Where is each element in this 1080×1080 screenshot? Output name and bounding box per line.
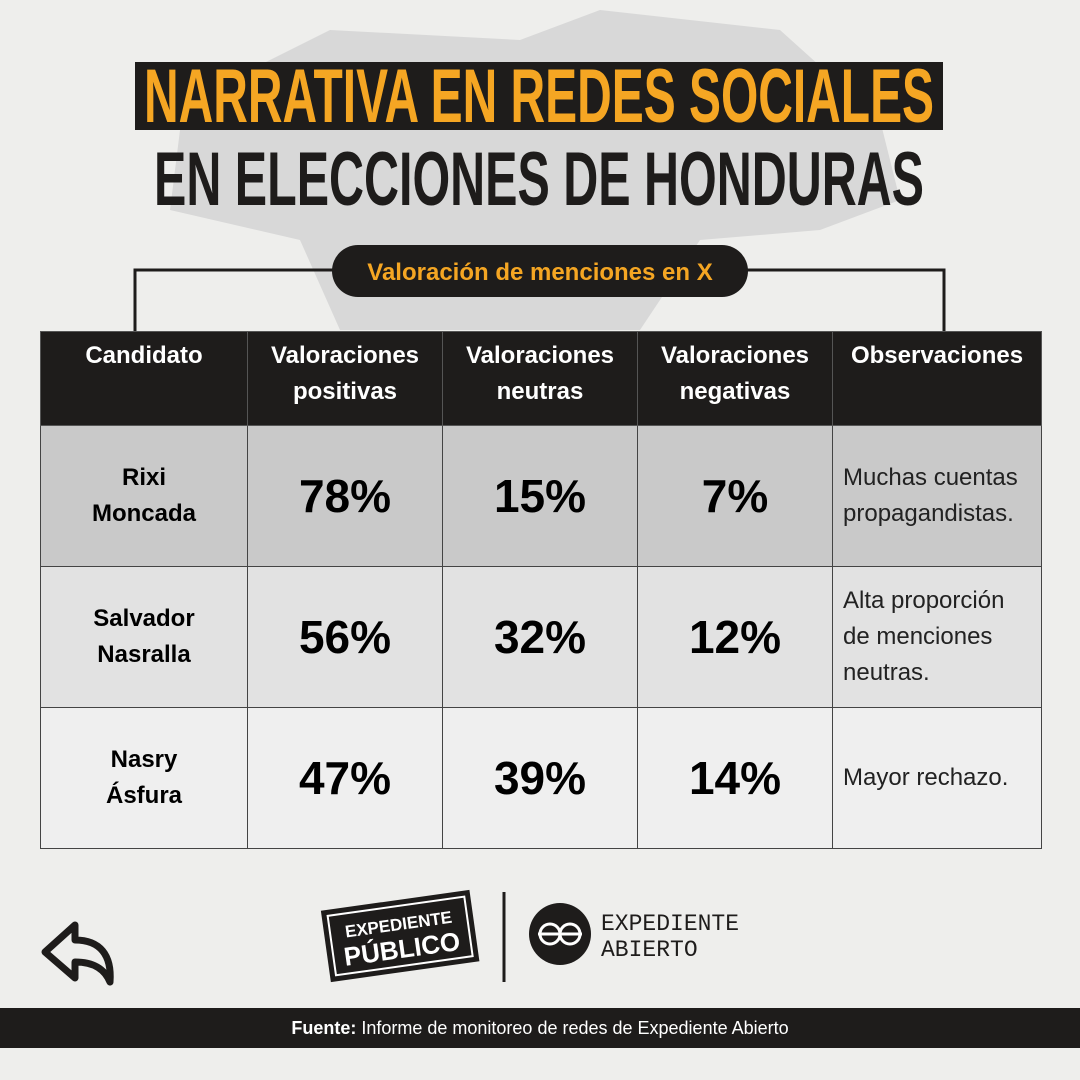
logo-left: EXPEDIENTE PÚBLICO	[320, 889, 480, 983]
percentage: 56%	[247, 566, 443, 708]
column-header: Observaciones	[832, 331, 1042, 426]
footer-label: Fuente:	[291, 1018, 357, 1038]
back-arrow[interactable]	[41, 921, 114, 986]
observation: Muchas cuentas propagandistas.	[832, 425, 1042, 567]
observation: Alta proporción de menciones neutras.	[832, 566, 1042, 708]
footer-text: Informe de monitoreo de redes de Expedie…	[361, 1018, 789, 1038]
candidate: Nasry Ásfura	[40, 707, 248, 849]
header-row: Candidato Valoraciones positivas Valoracio…	[40, 331, 1042, 426]
percentage: 15%	[442, 425, 638, 567]
table-row: Salvador Nasralla 56% 32% 12% Alta proporció…	[40, 566, 1042, 708]
column-header: Valoraciones negativas	[637, 331, 833, 426]
title-box	[135, 62, 943, 130]
subtitle-pill	[332, 245, 748, 297]
title-line2: EN ELECCIONES DE HONDURAS	[154, 137, 924, 222]
percentage: 12%	[637, 566, 833, 708]
footer: Fuente: Informe de monitoreo de redes de…	[0, 1008, 1080, 1048]
percentage: 78%	[247, 425, 443, 567]
logo-right-line1: EXPEDIENTE	[601, 911, 739, 937]
column-header: Candidato	[40, 331, 248, 426]
title-line1: NARRATIVA EN REDES SOCIALES	[144, 54, 934, 139]
percentage: 14%	[637, 707, 833, 849]
percentage: 7%	[637, 425, 833, 567]
table-row: Nasry Ásfura 47% 39% 14% Mayor rechazo.	[40, 707, 1042, 849]
logo-right-glyph	[538, 922, 582, 946]
logo-left-frame	[326, 895, 474, 977]
logo-right-line2: ABIERTO	[601, 937, 698, 963]
column-header: Valoraciones positivas	[247, 331, 443, 426]
logo-left-box	[320, 889, 480, 983]
percentage: 39%	[442, 707, 638, 849]
candidate: Salvador Nasralla	[40, 566, 248, 708]
observation: Mayor rechazo.	[832, 707, 1042, 849]
percentage: 47%	[247, 707, 443, 849]
percentage: 32%	[442, 566, 638, 708]
candidate: Rixi Moncada	[40, 425, 248, 567]
table-row: Rixi Moncada 78% 15% 7% Muchas cuentas propa…	[40, 425, 1042, 567]
column-header: Valoraciones neutras	[442, 331, 638, 426]
table: Candidato Valoraciones positivas Valoracio…	[40, 331, 1042, 849]
subtitle: Valoración de menciones en X	[367, 259, 712, 286]
